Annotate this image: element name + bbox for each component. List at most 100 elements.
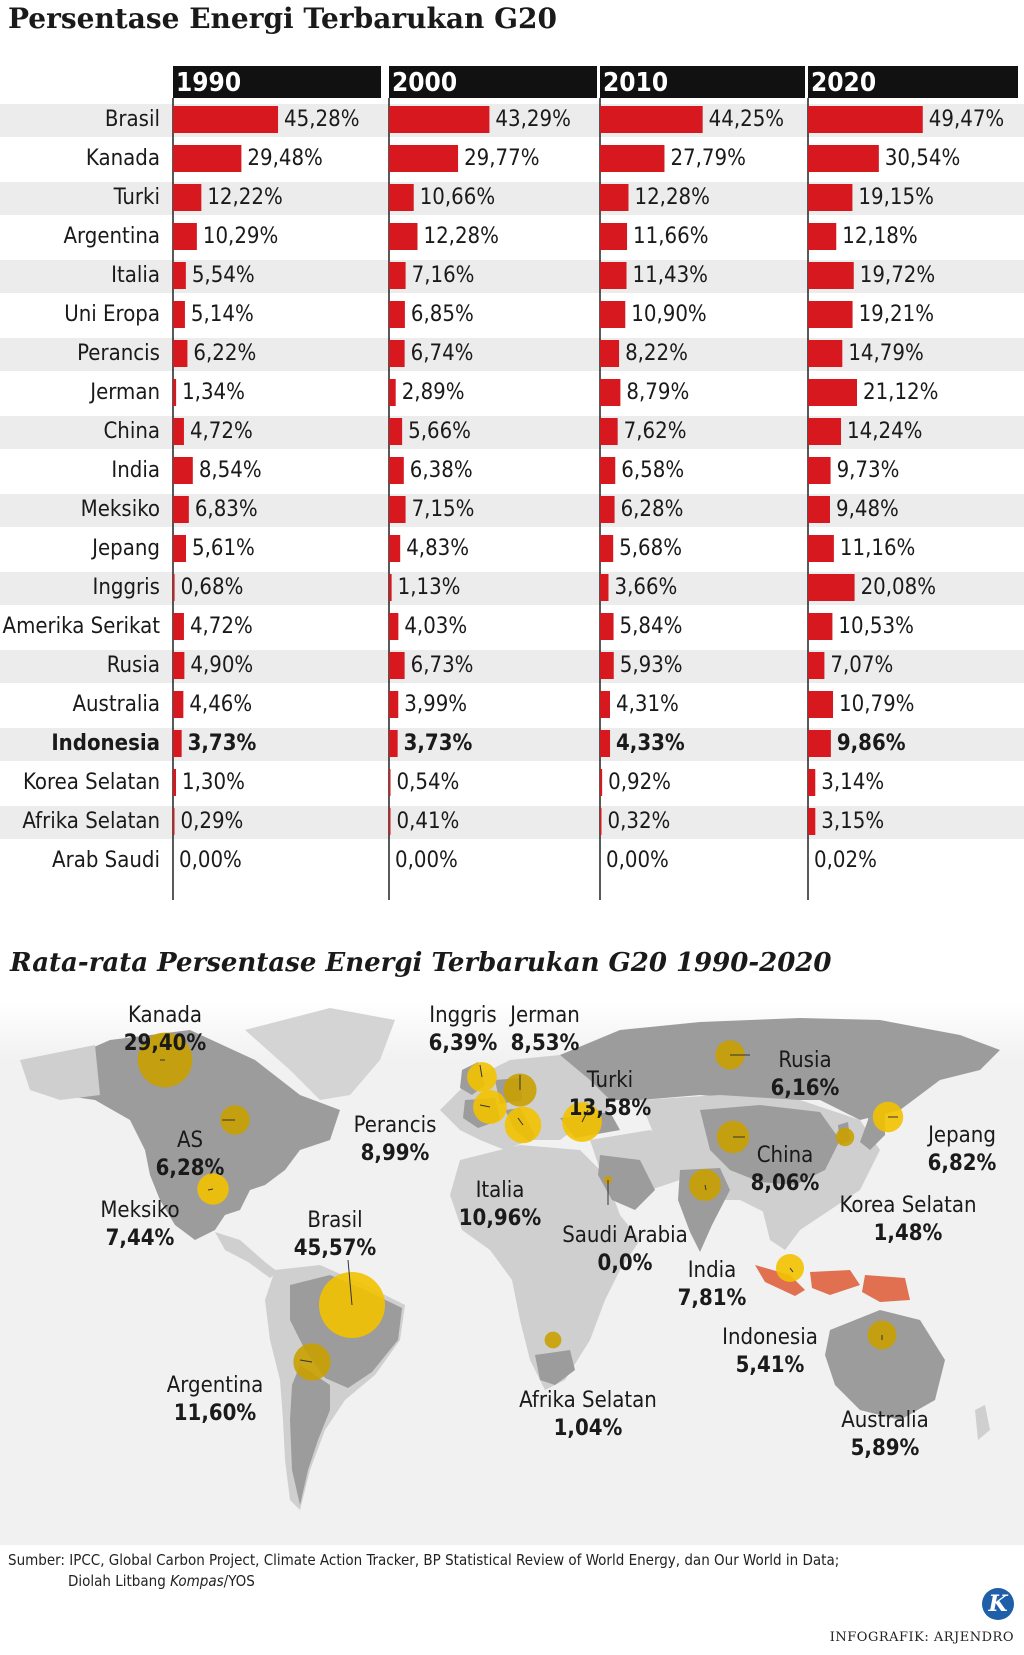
value-label: 0,29% — [181, 809, 244, 834]
country-label: Perancis — [77, 341, 160, 366]
value-label: 0,02% — [814, 848, 877, 873]
value-label: 9,73% — [837, 458, 900, 483]
map-leader-line — [789, 1267, 794, 1273]
country-label: Afrika Selatan — [22, 809, 160, 834]
bar — [600, 457, 616, 484]
source-line-2: Diolah Litbang Kompas/YOS — [8, 1571, 839, 1592]
map-country-label: Italia — [476, 1178, 525, 1203]
value-label: 14,24% — [847, 419, 922, 444]
bar — [808, 457, 831, 484]
country-label: Meksiko — [81, 497, 160, 522]
map-country-label: Korea Selatan — [839, 1193, 976, 1218]
map-value-label: 29,40% — [124, 1031, 207, 1056]
country-label: Italia — [111, 263, 160, 288]
source-line-2-suffix: /YOS — [223, 1572, 255, 1590]
source-line-2-italic: Kompas — [170, 1572, 224, 1590]
bar — [173, 379, 177, 406]
value-label: 19,21% — [859, 302, 934, 327]
bar — [808, 184, 853, 211]
value-label: 29,77% — [464, 146, 539, 171]
bar — [173, 730, 182, 757]
bar — [173, 223, 197, 250]
value-label: 3,73% — [188, 731, 257, 756]
value-label: 4,83% — [406, 536, 469, 561]
map-country-label: Australia — [841, 1408, 929, 1433]
value-label: 9,48% — [836, 497, 899, 522]
bar — [600, 535, 614, 562]
bar — [173, 808, 175, 835]
year-header-label: 2000 — [392, 68, 457, 98]
bar-chart-svg: 1990 2000 2010 2020 Brasil 45,28% 43,29% 44,25%… — [0, 66, 1024, 900]
value-label: 10,90% — [631, 302, 706, 327]
bar — [389, 145, 459, 172]
value-label: 6,28% — [621, 497, 684, 522]
map-country-label: Indonesia — [722, 1325, 818, 1350]
bar — [173, 496, 189, 523]
value-label: 6,74% — [411, 341, 474, 366]
map-country-label: Argentina — [167, 1373, 264, 1398]
map-value-label: 8,53% — [511, 1031, 580, 1056]
value-label: 3,14% — [821, 770, 884, 795]
value-label: 5,66% — [408, 419, 471, 444]
country-label: Kanada — [86, 146, 160, 171]
row-stripe — [0, 728, 1024, 761]
bar — [808, 301, 853, 328]
bar — [173, 769, 177, 796]
value-label: 0,00% — [179, 848, 242, 873]
source-line-2-prefix: Diolah Litbang — [68, 1572, 171, 1590]
value-label: 0,54% — [397, 770, 460, 795]
value-label: 9,86% — [837, 731, 906, 756]
bar — [600, 730, 611, 757]
bar — [389, 808, 391, 835]
row-stripe — [0, 650, 1024, 683]
source-note: Sumber: IPCC, Global Carbon Project, Cli… — [8, 1550, 839, 1592]
value-label: 5,14% — [191, 302, 254, 327]
value-label: 8,79% — [626, 380, 689, 405]
value-label: 3,66% — [614, 575, 677, 600]
bar — [389, 301, 405, 328]
map-value-label: 6,16% — [771, 1076, 840, 1101]
map-country-label: Perancis — [354, 1113, 437, 1138]
value-label: 10,53% — [838, 614, 913, 639]
map-country-label: Saudi Arabia — [562, 1223, 688, 1248]
year-header-label: 2020 — [811, 68, 876, 98]
bar — [808, 223, 837, 250]
bar — [600, 223, 628, 250]
country-label: Argentina — [63, 224, 160, 249]
bar — [808, 535, 834, 562]
country-label: China — [103, 419, 160, 444]
map-value-label: 6,39% — [429, 1031, 498, 1056]
map-country-label: Turki — [586, 1068, 633, 1093]
bar — [600, 691, 610, 718]
value-label: 3,73% — [404, 731, 473, 756]
value-label: 2,89% — [402, 380, 465, 405]
map-country-label: Meksiko — [100, 1198, 179, 1223]
value-label: 14,79% — [848, 341, 923, 366]
map-value-label: 45,57% — [294, 1236, 377, 1261]
value-label: 10,29% — [203, 224, 278, 249]
country-label: Arab Saudi — [52, 848, 160, 873]
kompas-logo: K — [982, 1588, 1014, 1620]
bar — [600, 106, 703, 133]
year-header-bg — [173, 66, 381, 98]
map-value-label: 8,99% — [361, 1141, 430, 1166]
bar — [389, 106, 490, 133]
value-label: 30,54% — [885, 146, 960, 171]
year-header-label: 1990 — [176, 68, 241, 98]
value-label: 11,16% — [840, 536, 915, 561]
map-country-label: Afrika Selatan — [519, 1388, 657, 1413]
value-label: 4,46% — [189, 692, 252, 717]
bar — [808, 769, 816, 796]
map-value-label: 5,89% — [851, 1436, 920, 1461]
value-label: 4,31% — [616, 692, 679, 717]
bar — [600, 145, 665, 172]
value-label: 5,68% — [619, 536, 682, 561]
row-stripe — [0, 806, 1024, 839]
value-label: 1,34% — [182, 380, 245, 405]
map-value-label: 8,06% — [751, 1171, 820, 1196]
credit-line: INFOGRAFIK: ARJENDRO — [829, 1630, 1014, 1645]
map-country-label: Jepang — [926, 1123, 996, 1148]
year-header-bg — [808, 66, 1018, 98]
bar — [389, 691, 399, 718]
bar — [808, 808, 816, 835]
